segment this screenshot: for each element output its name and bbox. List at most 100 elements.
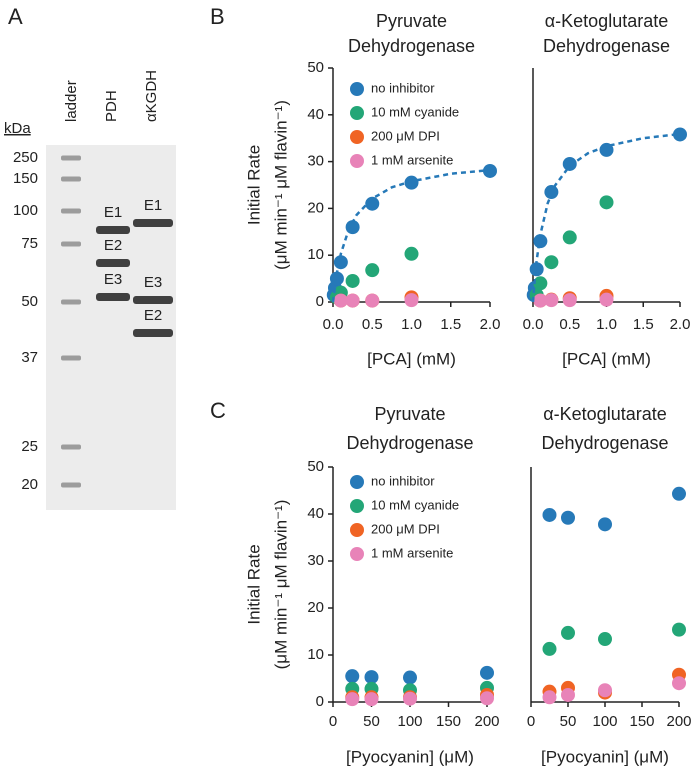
chart-title: α-Ketoglutarate: [545, 11, 668, 31]
ladder-band: [61, 241, 81, 247]
fit-curve: [531, 132, 681, 303]
ladder-band: [61, 355, 81, 361]
protein-band: [133, 296, 173, 304]
x-tick-label: 150: [629, 713, 654, 730]
band-label: E1: [104, 204, 122, 221]
x-tick-label: 150: [436, 713, 461, 730]
lane-label: ladder: [63, 80, 80, 122]
data-point: [542, 641, 557, 656]
chart-title: Dehydrogenase: [543, 36, 670, 56]
data-point: [533, 234, 548, 249]
x-tick-label: 50: [560, 713, 577, 730]
data-point: [404, 175, 419, 190]
data-point: [598, 517, 612, 532]
data-point: [533, 293, 548, 308]
protein-band: [133, 219, 173, 227]
legend-label: 200 μM DPI: [371, 128, 440, 143]
data-point: [672, 622, 686, 637]
y-tick-label: 30: [307, 153, 324, 170]
y-tick-label: 20: [307, 599, 324, 616]
data-point: [561, 625, 575, 640]
marker-label: 25: [21, 438, 38, 455]
y-tick-label: 40: [307, 505, 324, 522]
x-tick-label: 1.5: [633, 316, 654, 333]
data-point: [365, 196, 380, 211]
ladder-band: [61, 444, 81, 450]
band-label: E3: [104, 271, 122, 288]
data-point: [403, 670, 417, 685]
legend-label: 10 mM cyanide: [371, 104, 459, 119]
legend-marker: [350, 475, 364, 489]
chart-title: α-Ketoglutarate: [543, 404, 666, 424]
y-tick-label: 40: [307, 106, 324, 123]
data-point: [480, 691, 494, 706]
legend-marker: [350, 547, 364, 561]
protein-band: [133, 329, 173, 337]
data-point: [598, 683, 612, 698]
legend-label: no inhibitor: [371, 473, 435, 488]
ladder-band: [61, 176, 81, 182]
data-point: [544, 293, 559, 308]
marker-label: 50: [21, 293, 38, 310]
panel-label: A: [8, 4, 23, 29]
chart-title: Pyruvate: [376, 11, 447, 31]
protein-band: [96, 226, 130, 234]
y-tick-label: 20: [307, 199, 324, 216]
chart-title: Pyruvate: [374, 404, 445, 424]
data-point: [329, 271, 344, 286]
gel-unit: kDa: [4, 120, 31, 137]
data-point: [480, 665, 494, 680]
legend-marker: [350, 106, 364, 120]
data-point: [672, 676, 686, 691]
band-label: E2: [104, 237, 122, 254]
x-tick-label: 0: [527, 713, 535, 730]
marker-label: 37: [21, 349, 38, 366]
y-tick-label: 30: [307, 552, 324, 569]
data-point: [345, 273, 360, 288]
fit-curve: [331, 168, 491, 303]
data-point: [561, 687, 575, 702]
legend-marker: [350, 523, 364, 537]
protein-band: [96, 259, 130, 267]
y-tick-label: 10: [307, 246, 324, 263]
ladder-band: [61, 482, 81, 488]
lane-label: PDH: [103, 90, 120, 122]
x-axis-label: [Pyocyanin] (μM): [346, 747, 474, 766]
legend-label: no inhibitor: [371, 80, 435, 95]
x-tick-label: 1.5: [440, 316, 461, 333]
y-axis-label: Initial Rate: [244, 145, 263, 225]
y-tick-label: 0: [316, 693, 324, 710]
data-point: [403, 691, 417, 706]
data-point: [345, 293, 360, 308]
y-axis-label: (μM min⁻¹ μM flavin⁻¹): [271, 100, 290, 270]
chart-title: Dehydrogenase: [541, 433, 668, 453]
data-point: [673, 127, 687, 142]
x-tick-label: 2.0: [670, 316, 691, 333]
ladder-band: [61, 299, 81, 305]
x-tick-label: 1.0: [401, 316, 422, 333]
y-tick-label: 50: [307, 59, 324, 76]
data-point: [404, 246, 419, 261]
legend-marker: [350, 82, 364, 96]
band-label: E2: [144, 307, 162, 324]
x-tick-label: 0.5: [362, 316, 383, 333]
legend-label: 1 mM arsenite: [371, 545, 453, 560]
data-point: [561, 510, 575, 525]
marker-label: 250: [13, 149, 38, 166]
marker-label: 75: [21, 235, 38, 252]
x-tick-label: 100: [592, 713, 617, 730]
data-point: [562, 293, 577, 308]
x-tick-label: 2.0: [480, 316, 501, 333]
x-tick-label: 200: [474, 713, 499, 730]
chart-title: Dehydrogenase: [348, 36, 475, 56]
data-point: [364, 692, 379, 707]
y-axis-label: (μM min⁻¹ μM flavin⁻¹): [271, 500, 290, 670]
x-axis-label: [Pyocyanin] (μM): [541, 747, 669, 766]
data-point: [404, 293, 419, 308]
data-point: [562, 156, 577, 171]
data-point: [599, 292, 614, 307]
x-tick-label: 0.0: [523, 316, 544, 333]
band-label: E3: [144, 274, 162, 291]
marker-label: 100: [13, 202, 38, 219]
panel-label: B: [210, 4, 225, 29]
